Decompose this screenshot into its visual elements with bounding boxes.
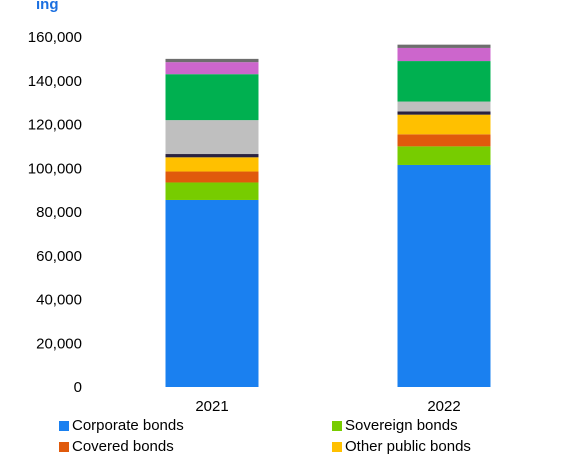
bar-segment-2022-series-3 xyxy=(397,114,491,135)
bar-segment-2021-series-0 xyxy=(165,199,259,387)
y-tick-label: 80,000 xyxy=(36,204,82,221)
legend-label: Other public bonds xyxy=(345,438,471,455)
legend-swatch xyxy=(59,420,69,431)
bars xyxy=(165,44,491,387)
bar-segment-2022-series-4 xyxy=(397,111,491,115)
legend-label: Corporate bonds xyxy=(72,417,184,434)
x-tick-label: 2021 xyxy=(195,398,228,415)
x-axis: 2021 2022 xyxy=(195,398,460,415)
y-axis: 0 20,000 40,000 60,000 80,000 100,000 120,000 1… xyxy=(28,29,82,396)
legend-swatch xyxy=(332,441,342,452)
bar-segment-2022-series-5 xyxy=(397,101,491,112)
bar-segment-2022-series-2 xyxy=(397,134,491,147)
bar-segment-2022-series-0 xyxy=(397,164,491,387)
legend-item: Other public bonds xyxy=(332,438,471,455)
legend-label: Sovereign bonds xyxy=(345,417,458,434)
chart-title-fragment: ing xyxy=(36,0,59,13)
bar-segment-2021-series-6 xyxy=(165,74,259,121)
bar-segment-2022-series-1 xyxy=(397,146,491,165)
y-tick-label: 160,000 xyxy=(28,29,82,46)
bar-segment-2021-series-3 xyxy=(165,157,259,172)
bar-segment-2021-series-1 xyxy=(165,182,259,200)
y-tick-label: 120,000 xyxy=(28,117,82,134)
y-tick-label: 40,000 xyxy=(36,292,82,309)
y-tick-label: 100,000 xyxy=(28,160,82,177)
y-tick-label: 140,000 xyxy=(28,73,82,90)
y-tick-label: 60,000 xyxy=(36,248,82,265)
y-tick-label: 0 xyxy=(74,379,82,396)
x-tick-label: 2022 xyxy=(427,398,460,415)
bar-segment-2022-series-6 xyxy=(397,61,491,102)
legend-swatch xyxy=(332,420,342,431)
bar-segment-2022-series-7 xyxy=(397,47,491,62)
legend-item: Covered bonds xyxy=(59,438,174,455)
legend-swatch xyxy=(59,441,69,452)
bar-segment-2021-series-5 xyxy=(165,120,259,155)
legend-label: Covered bonds xyxy=(72,438,174,455)
bar-segment-2021-series-4 xyxy=(165,154,259,158)
bar-segment-2021-series-8 xyxy=(165,58,259,63)
y-tick-label: 20,000 xyxy=(36,335,82,352)
bar-segment-2021-series-7 xyxy=(165,62,259,75)
bar-segment-2021-series-2 xyxy=(165,171,259,183)
legend-item: Sovereign bonds xyxy=(332,417,458,434)
bar-segment-2022-series-8 xyxy=(397,44,491,48)
legend-item: Corporate bonds xyxy=(59,417,184,434)
